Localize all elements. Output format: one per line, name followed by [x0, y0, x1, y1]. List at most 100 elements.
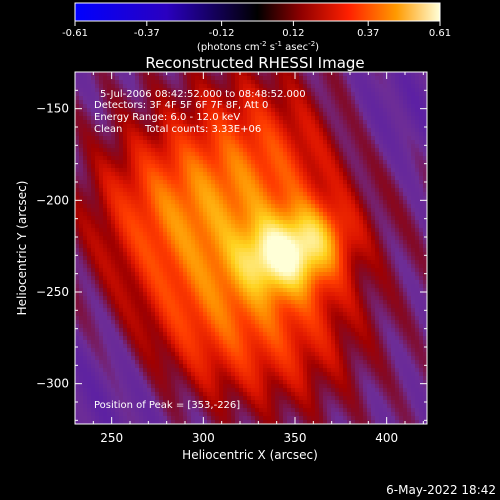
heatmap-cell — [231, 384, 235, 388]
heatmap-cell — [147, 236, 151, 240]
heatmap-cell — [119, 372, 123, 376]
heatmap-cell — [187, 380, 191, 384]
heatmap-cell — [199, 372, 203, 376]
heatmap-cell — [243, 392, 247, 396]
heatmap-cell — [279, 224, 283, 228]
heatmap-cell — [211, 312, 215, 316]
heatmap-cell — [115, 116, 119, 120]
heatmap-cell — [79, 172, 83, 176]
heatmap-cell — [147, 316, 151, 320]
heatmap-cell — [223, 72, 227, 76]
heatmap-cell — [219, 156, 223, 160]
heatmap-cell — [191, 408, 195, 412]
heatmap-cell — [251, 240, 255, 244]
heatmap-cell — [187, 184, 191, 188]
heatmap-cell — [111, 148, 115, 152]
heatmap-cell — [223, 408, 227, 412]
heatmap-cell — [135, 100, 139, 104]
heatmap-cell — [163, 232, 167, 236]
heatmap-cell — [127, 164, 131, 168]
heatmap-cell — [139, 220, 143, 224]
heatmap-cell — [127, 72, 131, 76]
heatmap-cell — [255, 96, 259, 100]
heatmap-cell — [127, 216, 131, 220]
heatmap-cell — [259, 76, 263, 80]
heatmap-cell — [235, 416, 239, 420]
heatmap-cell — [251, 200, 255, 204]
heatmap-cell — [171, 228, 175, 232]
heatmap-cell — [267, 308, 271, 312]
heatmap-cell — [251, 120, 255, 124]
heatmap-cell — [275, 136, 279, 140]
heatmap-cell — [191, 164, 195, 168]
heatmap-cell — [255, 192, 259, 196]
heatmap-cell — [91, 120, 95, 124]
heatmap-cell — [139, 364, 143, 368]
heatmap-cell — [291, 396, 295, 400]
heatmap-cell — [87, 92, 91, 96]
heatmap-cell — [235, 80, 239, 84]
heatmap-cell — [155, 332, 159, 336]
heatmap-cell — [275, 156, 279, 160]
heatmap-cell — [199, 316, 203, 320]
heatmap-cell — [107, 380, 111, 384]
heatmap-cell — [183, 300, 187, 304]
heatmap-cell — [179, 180, 183, 184]
heatmap-cell — [187, 164, 191, 168]
heatmap-cell — [223, 208, 227, 212]
heatmap-cell — [287, 100, 291, 104]
heatmap-cell — [183, 172, 187, 176]
heatmap-cell — [295, 328, 299, 332]
heatmap-cell — [79, 336, 83, 340]
heatmap-cell — [267, 416, 271, 420]
heatmap-cell — [251, 112, 255, 116]
heatmap-cell — [131, 92, 135, 96]
heatmap-cell — [111, 336, 115, 340]
heatmap-cell — [255, 164, 259, 168]
heatmap-cell — [127, 392, 131, 396]
heatmap-cell — [287, 296, 291, 300]
heatmap-cell — [299, 108, 303, 112]
heatmap-cell — [263, 148, 267, 152]
heatmap-cell — [203, 84, 207, 88]
heatmap-cell — [247, 388, 251, 392]
heatmap-cell — [95, 168, 99, 172]
heatmap-cell — [219, 224, 223, 228]
heatmap-cell — [87, 308, 91, 312]
colorbar-tick-label: -0.61 — [62, 28, 88, 39]
heatmap-cell — [247, 376, 251, 380]
heatmap-cell — [131, 284, 135, 288]
heatmap-cell — [251, 100, 255, 104]
heatmap-cell — [263, 88, 267, 92]
heatmap-cell — [207, 348, 211, 352]
heatmap-cell — [291, 76, 295, 80]
heatmap-cell — [83, 420, 87, 424]
heatmap-cell — [147, 160, 151, 164]
heatmap-cell — [255, 272, 259, 276]
heatmap-cell — [295, 148, 299, 152]
heatmap-cell — [75, 288, 79, 292]
heatmap-cell — [103, 356, 107, 360]
heatmap-cell — [155, 360, 159, 364]
heatmap-cell — [279, 180, 283, 184]
heatmap-cell — [299, 120, 303, 124]
heatmap-cell — [147, 192, 151, 196]
heatmap-cell — [263, 116, 267, 120]
heatmap-cell — [135, 172, 139, 176]
heatmap-cell — [195, 376, 199, 380]
heatmap-cell — [255, 84, 259, 88]
heatmap-cell — [239, 164, 243, 168]
heatmap-cell — [83, 252, 87, 256]
heatmap-cell — [255, 220, 259, 224]
heatmap-cell — [215, 360, 219, 364]
heatmap-cell — [95, 156, 99, 160]
heatmap-cell — [219, 388, 223, 392]
heatmap-cell — [191, 396, 195, 400]
heatmap-cell — [291, 376, 295, 380]
heatmap-cell — [287, 176, 291, 180]
heatmap-cell — [183, 272, 187, 276]
heatmap-cell — [187, 192, 191, 196]
heatmap-cell — [131, 120, 135, 124]
heatmap-cell — [171, 256, 175, 260]
heatmap-cell — [259, 256, 263, 260]
